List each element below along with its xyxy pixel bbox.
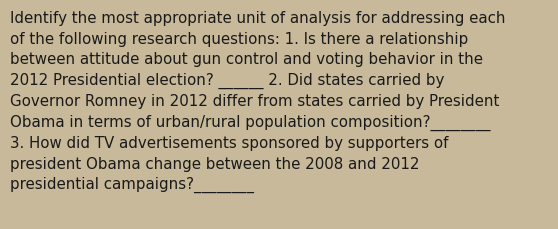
Text: Identify the most appropriate unit of analysis for addressing each
of the follow: Identify the most appropriate unit of an… <box>10 11 506 192</box>
